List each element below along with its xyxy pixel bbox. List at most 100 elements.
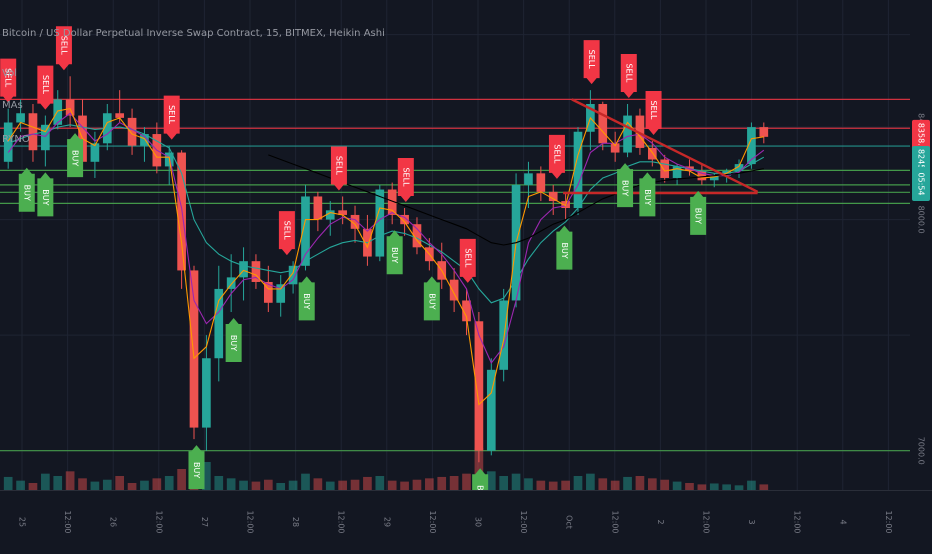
- price-badge-label[interactable]: 05:54: [917, 172, 926, 195]
- buy-marker-shape: [37, 172, 54, 217]
- time-tick-label[interactable]: 12:00: [246, 510, 255, 533]
- time-tick-label[interactable]: 12:00: [884, 510, 893, 533]
- sell-signal: SELL: [278, 211, 295, 256]
- sell-marker-shape: [55, 26, 72, 71]
- sell-label: SELL: [167, 105, 176, 125]
- volume-bar: [474, 448, 484, 490]
- sell-signal: SELL: [37, 65, 54, 110]
- time-tick-label[interactable]: Oct: [565, 515, 574, 529]
- price-badge-label[interactable]: 8358.0: [917, 123, 926, 151]
- time-tick-label[interactable]: 30: [474, 517, 483, 527]
- time-tick-label[interactable]: 12:00: [702, 510, 711, 533]
- volume-bar: [412, 479, 422, 490]
- volume-bar: [177, 469, 186, 490]
- candle-body: [202, 358, 211, 428]
- buy-label: BUY: [427, 293, 436, 309]
- time-tick-label[interactable]: 27: [200, 517, 209, 527]
- volume-bar: [363, 476, 372, 490]
- buy-marker-shape: [298, 276, 315, 321]
- volume-bar: [202, 462, 211, 490]
- candle-body: [499, 300, 509, 370]
- buy-marker-shape: [188, 445, 205, 490]
- moving-average-line: [268, 154, 764, 246]
- volume-bar: [722, 484, 731, 490]
- price-badge[interactable]: [912, 119, 930, 154]
- sell-marker-shape: [397, 158, 414, 203]
- time-tick-label[interactable]: 12:00: [428, 510, 437, 533]
- price-tick-label[interactable]: 8000.0: [917, 206, 926, 234]
- candle-body: [350, 214, 360, 229]
- symbol-legend[interactable]: Bitcoin / US Dollar Perpetual Inverse Sw…: [2, 28, 385, 39]
- buy-marker-shape: [386, 230, 403, 275]
- time-tick-label[interactable]: 12:00: [337, 510, 346, 533]
- buy-signal: BUY: [225, 318, 242, 363]
- candle-body: [462, 300, 471, 322]
- volume-bar: [709, 483, 719, 490]
- candle-body: [610, 143, 620, 153]
- time-tick-label[interactable]: 12:00: [610, 510, 619, 533]
- time-tick-label[interactable]: 3: [747, 519, 756, 524]
- volume-bar: [140, 480, 149, 490]
- volume-bar: [685, 483, 694, 490]
- price-badge-label[interactable]: 8245.0: [917, 149, 926, 177]
- volume-bar: [486, 471, 496, 490]
- indicator-legend-ryno[interactable]: RYNO: [2, 134, 30, 145]
- candle-body: [536, 173, 546, 192]
- volume-bar: [462, 473, 471, 490]
- horizontal-levels: [0, 98, 910, 452]
- buy-label: BUY: [71, 150, 80, 166]
- time-tick-label[interactable]: 28: [291, 517, 300, 527]
- buy-marker-shape: [690, 190, 707, 235]
- time-tick-label[interactable]: 12:00: [793, 510, 802, 533]
- time-tick-label[interactable]: 2: [656, 519, 665, 524]
- volume-bar: [214, 476, 224, 490]
- buy-marker-shape: [639, 172, 656, 217]
- indicator-legend-vol[interactable]: Vol: [2, 68, 17, 79]
- time-tick-label[interactable]: 12:00: [154, 510, 163, 533]
- sell-signal: SELL: [397, 158, 414, 203]
- sell-signal: SELL: [583, 40, 600, 85]
- price-badge[interactable]: [912, 166, 930, 201]
- volume-bar: [400, 481, 409, 490]
- volume-bar: [747, 480, 756, 490]
- time-tick-label[interactable]: 12:00: [519, 510, 528, 533]
- time-tick-label[interactable]: 25: [18, 517, 27, 527]
- volume-bars: [3, 448, 769, 490]
- candle-body: [338, 210, 347, 215]
- sell-marker-shape: [163, 95, 180, 140]
- time-tick-label[interactable]: 29: [382, 517, 391, 527]
- volume-bar: [697, 484, 707, 490]
- volume-bar: [499, 476, 509, 490]
- sell-label: SELL: [649, 100, 658, 120]
- candle-body: [573, 131, 583, 209]
- buy-label: BUY: [621, 180, 630, 196]
- volume-bar: [226, 478, 236, 490]
- candle-body: [672, 166, 682, 178]
- volume-bar: [325, 481, 335, 490]
- sell-marker-shape: [459, 238, 476, 283]
- buy-label: BUY: [192, 462, 201, 478]
- sell-label: SELL: [624, 63, 633, 83]
- sell-marker-shape: [645, 90, 662, 135]
- volume-bar: [524, 478, 533, 490]
- time-tick-label[interactable]: 26: [109, 517, 118, 527]
- time-tick-label[interactable]: 12:00: [63, 510, 72, 533]
- indicator-legend-mas[interactable]: MAs: [2, 100, 23, 111]
- volume-bar: [511, 473, 521, 490]
- volume-bar: [28, 483, 38, 490]
- price-tick-label[interactable]: 7000.0: [917, 437, 926, 465]
- candle-body: [548, 191, 558, 202]
- volume-bar: [152, 478, 162, 490]
- buy-marker-shape: [225, 318, 242, 363]
- time-axis[interactable]: 25 12:00 26 12:00 27 12:00 28 12:00 29 12:00 30 12:…: [0, 490, 932, 550]
- candle-body: [3, 122, 13, 162]
- volume-bar: [437, 476, 447, 490]
- price-axis-background: [910, 0, 932, 550]
- buy-signal: BUY: [556, 225, 573, 270]
- candle-body: [734, 164, 744, 172]
- volume-bar: [573, 476, 583, 490]
- time-tick-label[interactable]: 4: [838, 519, 847, 524]
